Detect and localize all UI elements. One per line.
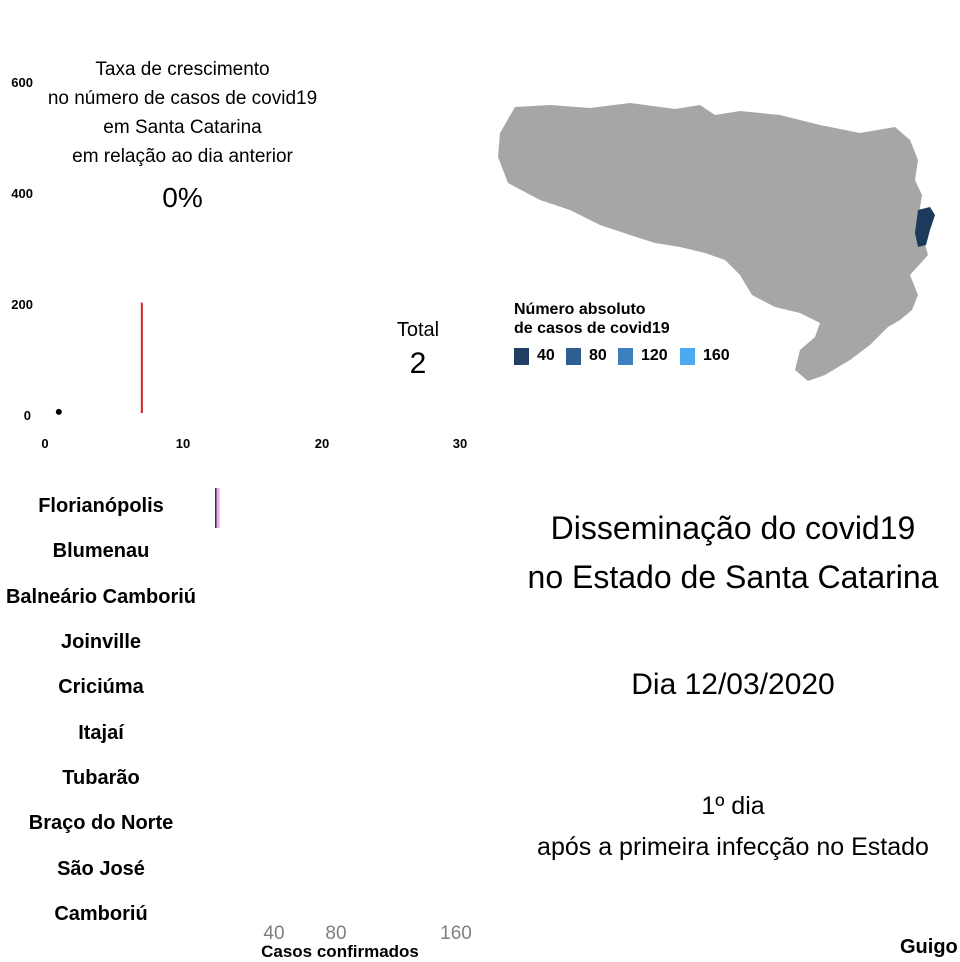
map-legend-item: 120 [618, 346, 668, 366]
legend-swatch [618, 347, 633, 365]
day-count: 1º dia [701, 792, 765, 820]
bar-x-tick-label: 80 [325, 923, 347, 944]
growth-title: Taxa de crescimento no número de casos d… [20, 55, 345, 171]
legend-label: 40 [537, 347, 555, 364]
legend-label: 80 [589, 347, 607, 364]
y-tick-label: 0 [23, 408, 31, 423]
x-tick-label: 0 [41, 436, 49, 451]
map-legend-item: 160 [680, 346, 730, 366]
legend-swatch [514, 347, 529, 365]
main-title-line1: Disseminação do covid19 [550, 510, 916, 546]
bar-x-tick-label: 40 [263, 923, 285, 944]
map-legend-title: Número absoluto de casos de covid19 [514, 300, 670, 338]
author-credit: Guigo [900, 936, 958, 958]
y-tick-label: 200 [11, 297, 33, 312]
legend-label: 120 [641, 347, 668, 364]
legend-label: 160 [703, 347, 730, 364]
map-legend-title-line: de casos de covid19 [514, 320, 670, 337]
city-label: Blumenau [52, 540, 150, 562]
y-tick-label: 400 [11, 186, 33, 201]
city-label: Florianópolis [38, 495, 164, 517]
map-legend-title-line: Número absoluto [514, 301, 646, 318]
x-tick-label: 30 [452, 436, 468, 451]
total-value: 2 [409, 347, 427, 380]
growth-title-line: Taxa de crescimento [95, 59, 270, 80]
bar-plot-area [215, 488, 220, 528]
city-label: Tubarão [62, 767, 140, 789]
x-tick-label: 10 [175, 436, 191, 451]
growth-plot-area [55, 302, 143, 415]
city-label: São José [57, 858, 145, 880]
city-label: Balneário Camboriú [5, 586, 197, 608]
growth-title-line: em relação ao dia anterior [72, 146, 293, 167]
data-point [55, 408, 62, 415]
city-label: Itajaí [78, 722, 124, 744]
y-tick-label: 600 [11, 75, 33, 90]
bar-x-axis-label: Casos confirmados [261, 942, 419, 961]
bar-x-tick-label: 160 [440, 923, 472, 944]
since-first-infection: após a primeira infecção no Estado [537, 833, 929, 861]
city-label: Braço do Norte [28, 812, 174, 834]
main-title-line2: no Estado de Santa Catarina [527, 559, 939, 595]
legend-swatch [680, 347, 695, 365]
total-label: Total [396, 319, 440, 341]
date-label: Dia 12/03/2020 [631, 668, 835, 701]
growth-title-line: em Santa Catarina [103, 117, 262, 138]
map-legend-item: 40 [514, 346, 555, 366]
growth-percentage: 0% [162, 182, 203, 213]
santa-catarina-map [498, 103, 935, 381]
florianopolis-region [915, 207, 935, 247]
city-label: Criciúma [58, 676, 144, 698]
x-tick-label: 20 [314, 436, 330, 451]
city-label: Camboriú [54, 903, 148, 925]
growth-title-line: no número de casos de covid19 [47, 88, 318, 109]
map-legend-item: 80 [566, 346, 607, 366]
city-label: Joinville [60, 631, 142, 653]
state-shape [498, 103, 928, 381]
legend-swatch [566, 347, 581, 365]
